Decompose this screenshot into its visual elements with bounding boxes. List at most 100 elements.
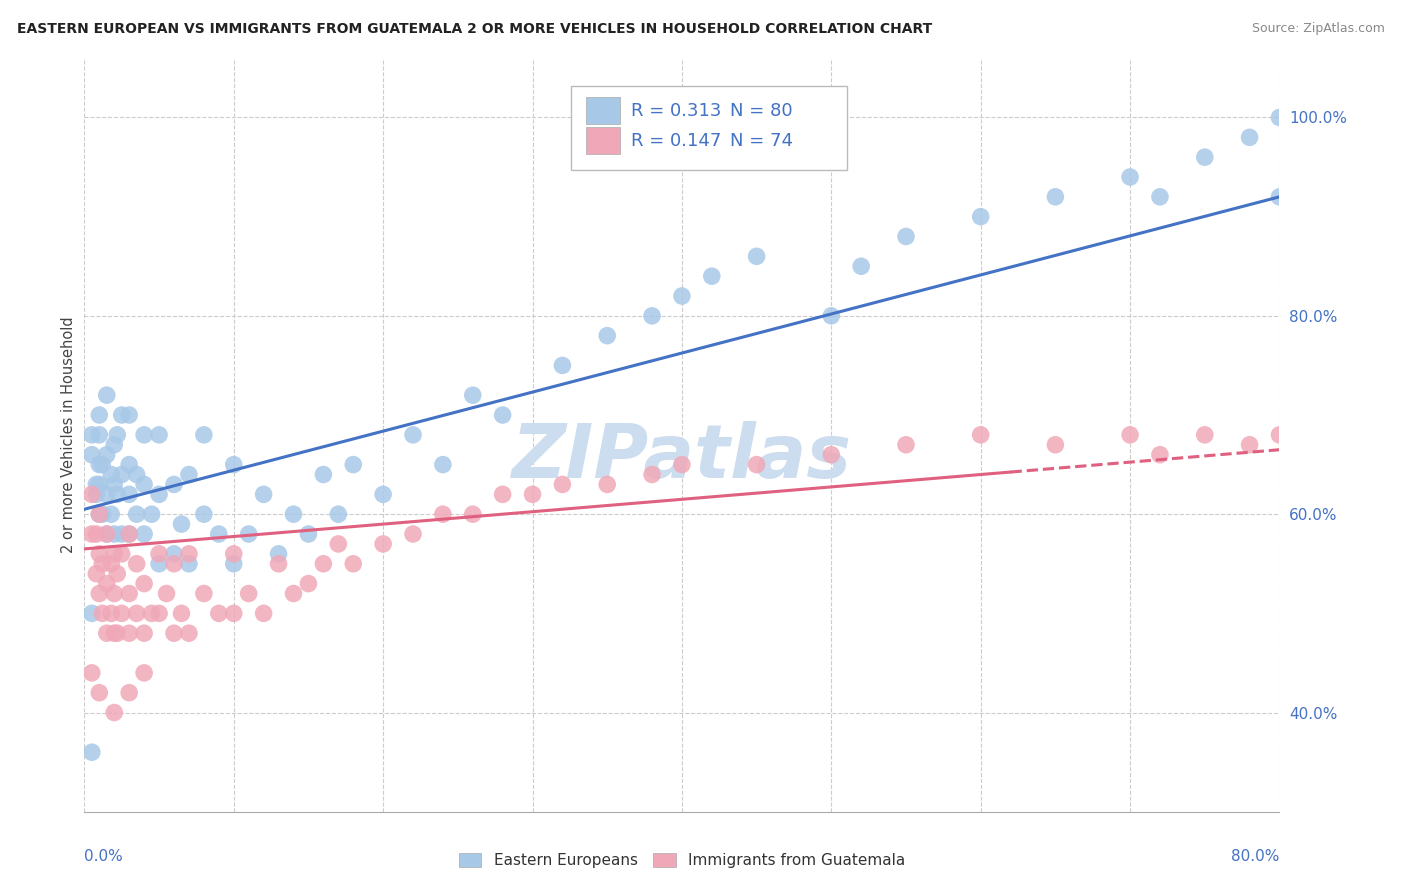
Point <box>551 477 574 491</box>
Point <box>80 487 103 501</box>
Point <box>1268 190 1291 204</box>
Point <box>132 626 156 640</box>
Point <box>328 537 350 551</box>
Point <box>118 586 141 600</box>
Point <box>222 607 245 621</box>
Point <box>103 527 125 541</box>
Point <box>86 566 108 581</box>
Point <box>177 547 200 561</box>
Point <box>1149 448 1171 462</box>
Point <box>1194 427 1216 442</box>
Point <box>132 527 156 541</box>
Point <box>111 607 134 621</box>
Point <box>238 527 260 541</box>
Point <box>132 427 156 442</box>
Point <box>1045 438 1067 452</box>
Text: R = 0.313: R = 0.313 <box>630 102 721 120</box>
Point <box>125 467 148 482</box>
Text: Source: ZipAtlas.com: Source: ZipAtlas.com <box>1251 22 1385 36</box>
Point <box>238 586 260 600</box>
Point <box>86 527 108 541</box>
Point <box>373 537 395 551</box>
Point <box>155 586 177 600</box>
Point <box>125 607 148 621</box>
Point <box>641 467 664 482</box>
Point <box>141 507 163 521</box>
Point <box>118 408 141 422</box>
Text: ZIPatlas: ZIPatlas <box>512 421 852 494</box>
Point <box>170 517 193 532</box>
Point <box>105 626 128 640</box>
Point <box>970 210 993 224</box>
Point <box>297 527 319 541</box>
Point <box>89 408 111 422</box>
Point <box>177 557 200 571</box>
Point <box>641 309 664 323</box>
Point <box>141 607 163 621</box>
Point <box>596 477 619 491</box>
Point <box>222 458 245 472</box>
Point <box>100 507 122 521</box>
Point <box>91 557 114 571</box>
Point <box>596 328 619 343</box>
Point <box>253 607 276 621</box>
Point <box>89 586 111 600</box>
Point <box>103 547 125 561</box>
Point <box>671 458 693 472</box>
Point <box>522 487 544 501</box>
Point <box>103 626 125 640</box>
Point <box>342 557 364 571</box>
Point <box>163 557 186 571</box>
Point <box>111 467 134 482</box>
Point <box>177 626 200 640</box>
Point <box>1149 190 1171 204</box>
Point <box>283 507 305 521</box>
Point <box>118 487 141 501</box>
Point <box>253 487 276 501</box>
Point <box>118 527 141 541</box>
Point <box>89 427 111 442</box>
Point <box>80 607 103 621</box>
Point <box>80 527 103 541</box>
Point <box>91 507 114 521</box>
Point <box>100 467 122 482</box>
Point <box>1119 427 1142 442</box>
Point <box>461 388 484 402</box>
Point <box>111 527 134 541</box>
Point <box>86 487 108 501</box>
Point <box>820 309 842 323</box>
Point <box>432 458 454 472</box>
Point <box>1239 130 1261 145</box>
Y-axis label: 2 or more Vehicles in Household: 2 or more Vehicles in Household <box>60 317 76 553</box>
Point <box>96 388 118 402</box>
Point <box>105 487 128 501</box>
Point <box>118 626 141 640</box>
Point <box>100 607 122 621</box>
Point <box>89 507 111 521</box>
Point <box>96 487 118 501</box>
Point <box>96 527 118 541</box>
FancyBboxPatch shape <box>586 128 620 154</box>
Point <box>208 527 231 541</box>
Point <box>96 576 118 591</box>
Point <box>177 467 200 482</box>
Point <box>105 566 128 581</box>
Point <box>297 576 319 591</box>
Point <box>148 487 170 501</box>
Text: 0.0%: 0.0% <box>84 849 124 864</box>
Point <box>1194 150 1216 164</box>
Point <box>89 477 111 491</box>
Point <box>1045 190 1067 204</box>
Point <box>820 448 842 462</box>
Point <box>402 527 425 541</box>
Point <box>894 438 917 452</box>
Point <box>208 607 231 621</box>
Point <box>851 259 873 273</box>
Point <box>1119 169 1142 184</box>
FancyBboxPatch shape <box>571 86 846 169</box>
Point <box>89 547 111 561</box>
Point <box>492 408 515 422</box>
Point <box>148 607 170 621</box>
Point <box>103 706 125 720</box>
Point <box>745 249 768 263</box>
